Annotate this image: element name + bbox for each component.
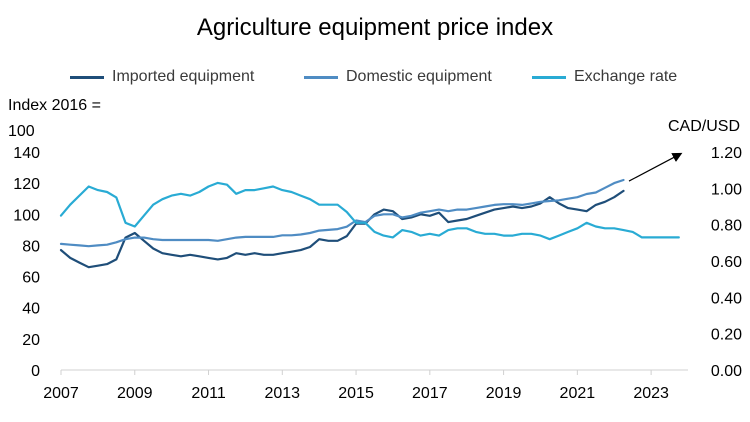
y-right-tick-label: 1.20 [711, 145, 742, 162]
x-tick-label: 2011 [191, 385, 226, 402]
left-axis-title-line2: 100 [8, 123, 35, 140]
series-line-domestic-equipment [59, 178, 625, 248]
y-left-tick-label: 40 [22, 301, 40, 318]
x-tick-label: 2013 [264, 385, 300, 402]
y-right-tick-label: 0.80 [711, 218, 742, 235]
y-left-tick-label: 80 [22, 238, 40, 255]
y-left-tick-label: 120 [13, 176, 40, 193]
legend-swatch-imported [70, 75, 104, 79]
legend-label-imported: Imported equipment [112, 68, 255, 85]
legend-swatch-exchange [532, 75, 566, 79]
left-axis-title: Index 2016 = 100 [8, 93, 101, 145]
y-left-tick-label: 100 [13, 207, 40, 224]
legend-swatch-domestic [304, 75, 338, 79]
legend-label-exchange: Exchange rate [574, 68, 678, 85]
legend-item-domestic: Domestic equipment [304, 68, 492, 86]
y-right-tick-label: 0.40 [711, 290, 742, 307]
series-line-exchange-rate [59, 181, 680, 241]
x-tick-label: 2019 [486, 385, 522, 402]
legend: Imported equipment Domestic equipment Ex… [0, 68, 750, 90]
x-tick-label: 2015 [338, 385, 374, 402]
y-right-tick-label: 0.20 [711, 327, 742, 344]
legend-item-exchange: Exchange rate [532, 68, 677, 86]
y-right-tick-label: 0.60 [711, 254, 742, 271]
x-tick-label: 2009 [117, 385, 153, 402]
x-tick-label: 2023 [633, 385, 669, 402]
x-tick-label: 2021 [560, 385, 596, 402]
y-left-tick-label: 0 [31, 363, 40, 380]
y-right-tick-label: 0.00 [711, 363, 742, 380]
left-axis-title-line1: Index 2016 = [8, 97, 101, 114]
y-right-tick-label: 1.00 [711, 181, 742, 198]
right-axis-arrow [628, 152, 683, 182]
legend-item-imported: Imported equipment [70, 68, 254, 86]
x-tick-label: 2017 [412, 385, 448, 402]
y-left-tick-label: 20 [22, 332, 40, 349]
series-line-imported-equipment [59, 189, 625, 269]
y-left-tick-label: 60 [22, 270, 40, 287]
legend-label-domestic: Domestic equipment [346, 68, 492, 85]
right-axis-title: CAD/USD [667, 118, 740, 135]
y-left-tick-label: 140 [13, 145, 40, 162]
x-tick-label: 2007 [43, 385, 79, 402]
chart-title: Agriculture equipment price index [196, 14, 554, 41]
